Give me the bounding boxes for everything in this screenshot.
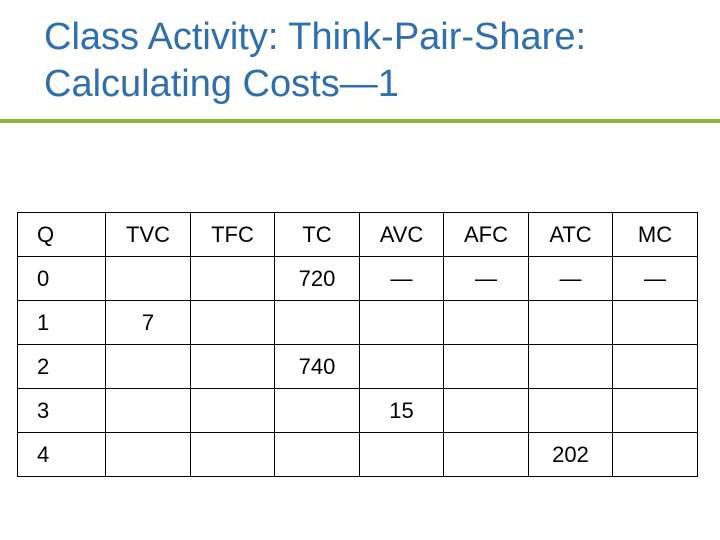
cell-tc — [274, 432, 360, 477]
cell-afc — [443, 432, 529, 477]
table-row: 2 740 — [17, 344, 698, 389]
cell-avc — [359, 344, 444, 389]
slide-title: Class Activity: Think-Pair-Share: Calcul… — [44, 14, 704, 108]
cell-afc: — — [443, 256, 529, 301]
cell-tc: 740 — [274, 344, 360, 389]
header-avc: AVC — [359, 212, 444, 257]
cell-q: 3 — [17, 388, 106, 433]
header-tfc: TFC — [190, 212, 275, 257]
cell-tfc — [190, 432, 275, 477]
cost-table: Q TVC TFC TC AVC AFC ATC MC 0 720 — — — … — [17, 212, 698, 477]
cell-atc — [528, 388, 613, 433]
table-row: 0 720 — — — — — [17, 256, 698, 301]
cell-atc: — — [528, 256, 613, 301]
header-tc: TC — [274, 212, 360, 257]
cell-tfc — [190, 388, 275, 433]
cell-tvc — [105, 388, 191, 433]
header-mc: MC — [612, 212, 698, 257]
cell-afc — [443, 388, 529, 433]
cell-mc — [612, 344, 698, 389]
cell-avc — [359, 300, 444, 345]
table-row: 4 202 — [17, 432, 698, 477]
cell-tc — [274, 300, 360, 345]
cell-tfc — [190, 344, 275, 389]
cell-q: 1 — [17, 300, 106, 345]
cell-q: 0 — [17, 256, 106, 301]
cell-tvc — [105, 432, 191, 477]
cell-atc — [528, 344, 613, 389]
header-atc: ATC — [528, 212, 613, 257]
cell-q: 4 — [17, 432, 106, 477]
title-divider — [0, 119, 720, 123]
cell-atc: 202 — [528, 432, 613, 477]
table-row: 1 7 — [17, 300, 698, 345]
table-row: 3 15 — [17, 388, 698, 433]
cell-afc — [443, 300, 529, 345]
cell-tfc — [190, 300, 275, 345]
table-header-row: Q TVC TFC TC AVC AFC ATC MC — [17, 212, 698, 257]
cell-atc — [528, 300, 613, 345]
header-tvc: TVC — [105, 212, 191, 257]
cell-tvc: 7 — [105, 300, 191, 345]
cell-mc — [612, 300, 698, 345]
cell-q: 2 — [17, 344, 106, 389]
header-q: Q — [17, 212, 106, 257]
cell-mc: — — [612, 256, 698, 301]
cell-tc: 720 — [274, 256, 360, 301]
slide-title-line-1: Class Activity: Think-Pair-Share: — [44, 16, 587, 58]
cell-afc — [443, 344, 529, 389]
cell-tvc — [105, 344, 191, 389]
cell-mc — [612, 432, 698, 477]
cell-avc — [359, 432, 444, 477]
cell-tvc — [105, 256, 191, 301]
slide-title-line-2: Calculating Costs—1 — [44, 63, 399, 105]
cell-tfc — [190, 256, 275, 301]
cell-avc: 15 — [359, 388, 444, 433]
header-afc: AFC — [443, 212, 529, 257]
cell-tc — [274, 388, 360, 433]
cell-avc: — — [359, 256, 444, 301]
cell-mc — [612, 388, 698, 433]
